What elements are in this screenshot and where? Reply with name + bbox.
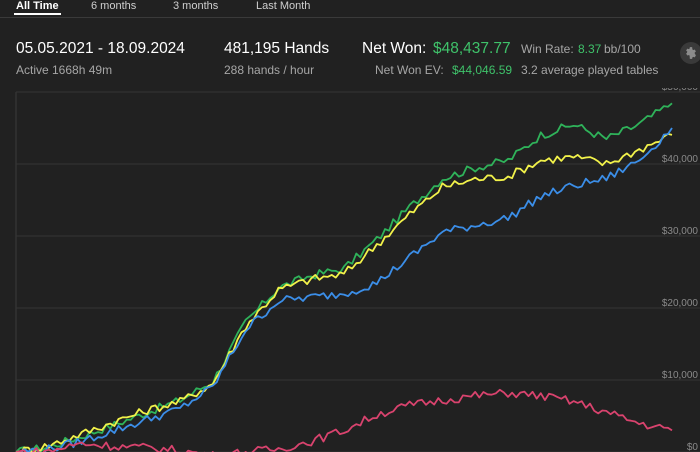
settings-button[interactable] <box>680 42 700 64</box>
net-won-line <box>15 102 673 452</box>
y-tick-label: $0 <box>687 442 699 452</box>
tables-info: 3.2 average played tables <box>521 63 659 77</box>
active-time: Active 1668h 49m <box>16 63 113 77</box>
tab-3-months[interactable]: 3 months <box>173 0 219 12</box>
tab-6-months[interactable]: 6 months <box>91 0 137 12</box>
y-tick-label: $30,000 <box>662 226 699 237</box>
tab-divider <box>0 17 700 18</box>
non-showdown-line <box>15 388 673 452</box>
y-tick-label: $50,000 <box>662 88 699 93</box>
win-rate-label: Win Rate: <box>521 42 574 56</box>
tab-last-month[interactable]: Last Month <box>256 0 311 12</box>
gear-icon <box>686 47 696 59</box>
date-range: 05.05.2021 - 18.09.2024 <box>16 40 185 57</box>
hands-per-hour: 288 hands / hour <box>224 63 315 77</box>
net-won-ev-value: $44,046.59 <box>452 63 513 77</box>
y-tick-labels: $0 $10,000 $20,000 $30,000 $40,000 $50,000 <box>662 88 699 452</box>
net-won-value: $48,437.77 <box>433 40 511 57</box>
y-tick-label: $20,000 <box>662 298 699 309</box>
showdown-line <box>16 127 673 452</box>
tab-all-time[interactable]: All Time <box>14 0 61 15</box>
hands-count: 481,195 Hands <box>224 40 330 57</box>
ev-line <box>16 133 673 452</box>
win-rate-unit: bb/100 <box>604 42 641 56</box>
net-won-ev-label: Net Won EV: <box>375 63 444 77</box>
profit-chart: $0 $10,000 $20,000 $30,000 $40,000 $50,000 <box>15 88 700 452</box>
win-rate-value: 8.37 <box>578 42 602 56</box>
series-lines <box>15 102 673 452</box>
grid <box>16 91 700 452</box>
period-tabs: All Time 6 months 3 months Last Month <box>0 0 700 20</box>
net-won-label: Net Won: <box>362 40 427 57</box>
y-tick-label: $10,000 <box>662 370 699 381</box>
y-tick-label: $40,000 <box>662 154 699 165</box>
